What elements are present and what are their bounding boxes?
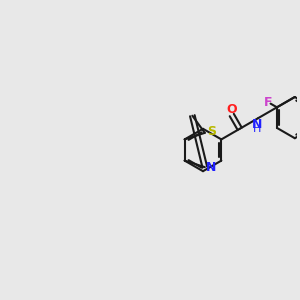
Text: O: O	[226, 103, 237, 116]
Text: N: N	[251, 118, 262, 130]
Text: N: N	[206, 161, 217, 174]
Text: S: S	[207, 125, 216, 138]
Text: H: H	[252, 124, 261, 134]
Text: F: F	[264, 96, 272, 109]
